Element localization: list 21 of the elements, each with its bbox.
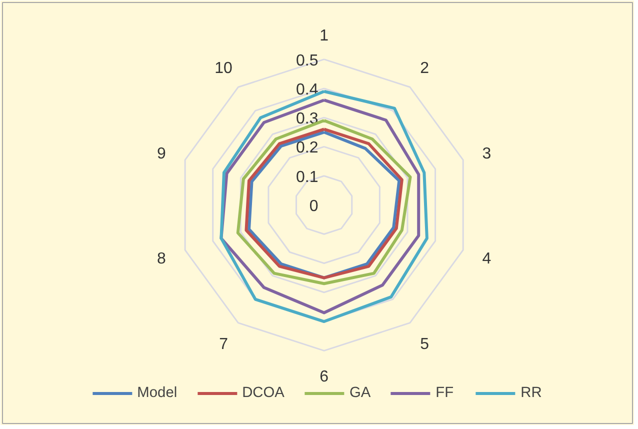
spoke-label: 7 (219, 336, 228, 353)
spoke-label: 3 (482, 145, 492, 162)
y-tick-label: 0.2 (296, 140, 318, 157)
spoke-label: 5 (420, 336, 430, 353)
y-tick-label: 0 (309, 198, 318, 215)
spoke-label: 8 (156, 250, 166, 268)
y-tick-label: 0.3 (296, 110, 318, 128)
spoke-label: 9 (156, 145, 166, 162)
spoke-label: 2 (420, 60, 430, 78)
legend-label: DCOA (242, 385, 284, 401)
y-tick-label: 0.5 (296, 52, 318, 70)
spoke-label: 1 (320, 28, 329, 45)
y-tick-label: 0.1 (296, 168, 318, 186)
spoke-label: 10 (214, 60, 233, 78)
y-tick-label: 0.4 (296, 81, 318, 98)
spoke-label: 6 (320, 368, 329, 386)
legend-label: FF (436, 385, 455, 401)
legend-label: Model (137, 385, 178, 401)
spoke-label: 4 (482, 250, 492, 268)
legend-label: GA (349, 385, 371, 401)
legend-label: RR (520, 385, 542, 401)
